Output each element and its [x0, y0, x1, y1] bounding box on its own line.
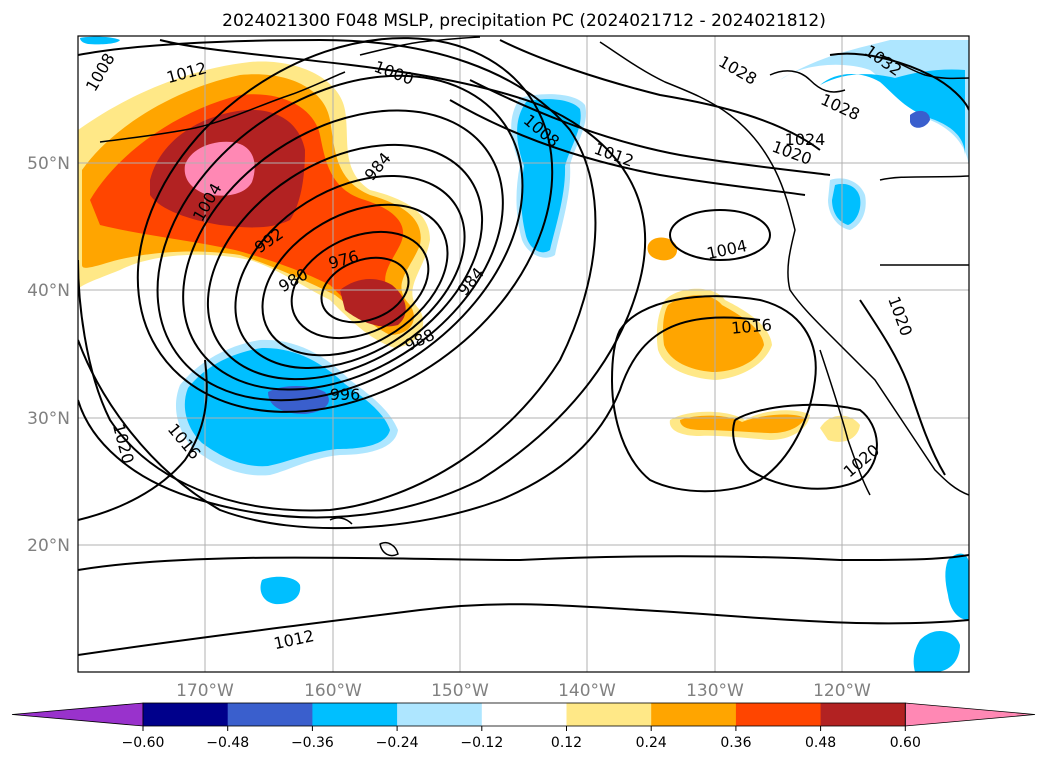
colorbar-tick-label: 0.24	[636, 735, 667, 751]
colorbar-tick-label: −0.12	[460, 735, 503, 751]
hawaii-islands	[329, 517, 353, 525]
gridlines	[78, 36, 969, 672]
lon-label-170w: 170°W	[176, 681, 234, 701]
anomaly-orange-band	[680, 414, 805, 434]
colorbar-tick-label: 0.12	[551, 735, 582, 751]
isobar-1020-east	[732, 403, 878, 490]
isobar-980	[290, 230, 430, 340]
anomaly-blue-ne	[517, 99, 581, 253]
isobar-1024	[469, 79, 831, 176]
north-america-west-coast	[599, 41, 969, 496]
colorbar-segment	[735, 703, 822, 726]
contour-label: 1024	[785, 130, 826, 149]
colorbar: −0.60 −0.48 −0.36 −0.24 −0.12 0.12 0.24 0.36 0.4…	[11, 702, 1036, 751]
isobar-1020-coast	[859, 299, 946, 476]
lon-label-160w: 160°W	[304, 681, 362, 701]
colorbar-frame	[142, 702, 906, 727]
negative-anomaly-central	[175, 339, 398, 605]
anomaly-dark-red-south	[340, 278, 406, 327]
colorbar-tick-label: −0.48	[206, 735, 249, 751]
isobar-1016-east	[610, 295, 817, 493]
colorbar-segment	[481, 703, 567, 726]
isobar-1012	[78, 39, 647, 519]
colorbar-tick-label: 0.36	[720, 735, 751, 751]
map-frame	[77, 35, 970, 673]
colorbar-segment	[397, 703, 483, 726]
anomaly-orange-small	[647, 237, 678, 261]
colorbar-tick-label: −0.60	[122, 735, 165, 751]
colorbar-extend-min	[11, 702, 144, 727]
isobar-1012-south	[78, 603, 969, 656]
isobar-996	[182, 109, 504, 391]
contour-label: 996	[330, 385, 361, 404]
isobar-1004	[136, 37, 554, 413]
lon-label-150w: 150°W	[431, 681, 489, 701]
isobar-992	[206, 143, 484, 381]
coast-detail-north	[769, 70, 846, 93]
lon-label-130w: 130°W	[686, 681, 744, 701]
anomaly-orange-east	[663, 295, 764, 372]
map-area	[78, 36, 969, 672]
lat-label-40n: 40°N	[27, 281, 70, 301]
lon-label-120w: 120°W	[813, 681, 871, 701]
lat-label-50n: 50°N	[27, 154, 70, 174]
isobar-1016	[78, 316, 761, 530]
colorbar-tick-label: 0.60	[890, 735, 921, 751]
anomaly-mid-blue-coast	[910, 110, 930, 128]
isobar-1008	[78, 38, 597, 512]
hawaii-big-island	[379, 542, 399, 557]
map-title: 2024021300 F048 MSLP, precipitation PC (…	[222, 11, 826, 31]
isobar-984	[261, 203, 449, 357]
isobar-1012-south-upper	[78, 554, 969, 571]
anomaly-blue-mexico-north	[945, 553, 969, 620]
colorbar-segment	[820, 703, 906, 726]
contour-label: 1016	[730, 315, 772, 337]
colorbar-tick-label: −0.36	[291, 735, 334, 751]
colorbar-tick-label: 0.48	[805, 735, 836, 751]
anomaly-blue-mexico	[913, 630, 960, 672]
lat-label-20n: 20°N	[27, 536, 70, 556]
colorbar-tick-label: −0.24	[376, 735, 419, 751]
us-canada-border	[879, 175, 969, 181]
latitude-labels: 50°N 40°N 30°N 20°N	[27, 154, 70, 556]
isobar-1028	[499, 39, 821, 151]
anomaly-blue-corner	[80, 36, 120, 45]
colorbar-segment	[227, 703, 313, 726]
isobars	[78, 37, 969, 656]
isobar-988	[234, 174, 466, 370]
isobar-1000	[156, 74, 524, 402]
isobar-1032	[829, 52, 969, 111]
isobar-1020-north	[449, 99, 806, 196]
anomaly-blue-small	[260, 576, 301, 605]
anomaly-blue-coast	[820, 69, 965, 155]
isobar-1020-west	[78, 359, 208, 521]
colorbar-segment	[312, 703, 398, 726]
colorbar-segment	[651, 703, 737, 726]
aleutian-islands	[99, 71, 346, 143]
lon-label-140w: 140°W	[558, 681, 616, 701]
colorbar-extend-max	[904, 702, 1036, 727]
lat-label-30n: 30°N	[27, 409, 70, 429]
colorbar-segment	[566, 703, 652, 726]
anomaly-light-yellow-spot	[820, 415, 860, 442]
isobar-1004-east	[669, 209, 771, 261]
anomaly-blue-inland	[832, 183, 861, 225]
alaska-coast-south	[359, 36, 481, 56]
colorbar-segment	[143, 703, 229, 726]
negative-anomaly-northeast	[80, 36, 969, 672]
isobar-976	[320, 256, 410, 324]
longitude-labels: 170°W 160°W 150°W 140°W 130°W 120°W	[176, 681, 871, 701]
